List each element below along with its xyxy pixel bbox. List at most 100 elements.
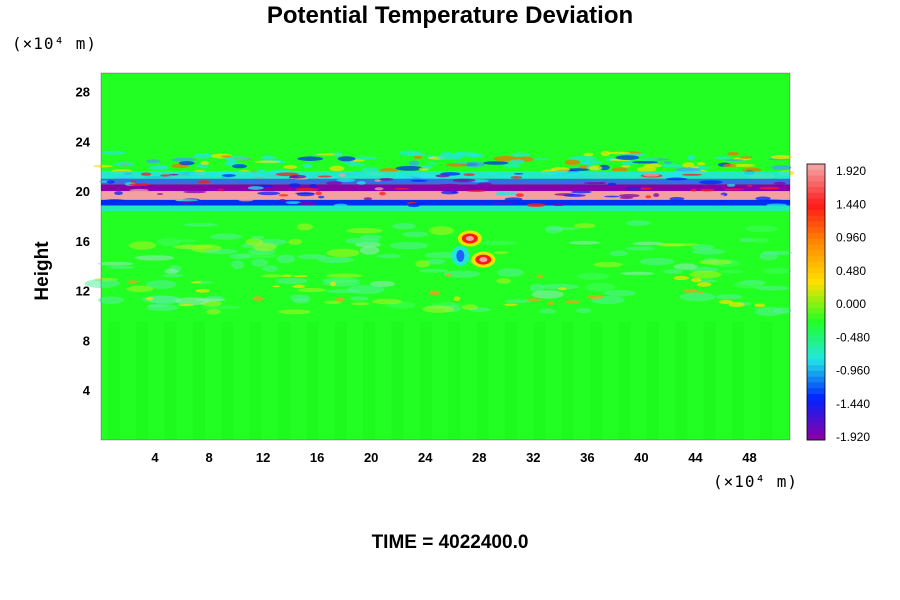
time-label: TIME = 4022400.0 bbox=[371, 532, 529, 553]
mid-layer-patch bbox=[546, 227, 580, 231]
band-texture bbox=[669, 196, 685, 201]
lower-texture bbox=[221, 321, 234, 440]
mid-layer-patch bbox=[156, 238, 181, 247]
mid-layer-speck bbox=[292, 284, 305, 289]
colorbar-step bbox=[807, 417, 825, 424]
mid-layer-patch bbox=[145, 280, 177, 289]
x-tick-label: 28 bbox=[472, 450, 486, 465]
mid-layer-patch bbox=[349, 296, 369, 301]
band-texture bbox=[653, 193, 660, 198]
mid-layer-patch bbox=[297, 287, 326, 293]
mid-layer-speck bbox=[445, 273, 452, 277]
colorbar-label: -0.960 bbox=[836, 364, 870, 378]
band-texture bbox=[699, 188, 715, 192]
band-texture bbox=[625, 186, 642, 191]
colorbar-step bbox=[807, 342, 825, 349]
band-texture bbox=[688, 192, 696, 195]
mid-layer-patch bbox=[389, 242, 428, 250]
band-texture bbox=[176, 199, 199, 202]
mid-layer-patch bbox=[164, 268, 179, 274]
mid-layer-speck bbox=[547, 301, 554, 306]
colorbar-step bbox=[807, 376, 825, 383]
band-texture bbox=[326, 181, 343, 185]
mid-layer-patch bbox=[210, 233, 242, 240]
colorbar-step bbox=[807, 359, 825, 366]
wave-band-patch bbox=[727, 151, 740, 156]
mid-layer-patch bbox=[346, 227, 383, 234]
mid-layer-patch bbox=[148, 295, 182, 304]
mid-layer-patch bbox=[176, 239, 197, 243]
mid-layer-patch bbox=[97, 296, 125, 304]
mid-layer-speck bbox=[178, 304, 194, 307]
wave-band-patch bbox=[146, 159, 161, 164]
wave-band-patch bbox=[342, 161, 358, 164]
colorbar-step bbox=[807, 405, 825, 412]
mid-layer-patch bbox=[201, 305, 241, 310]
mid-layer-patch bbox=[505, 299, 531, 303]
y-tick-label: 20 bbox=[76, 184, 90, 199]
mid-layer-patch bbox=[573, 223, 596, 229]
lower-texture bbox=[164, 321, 177, 440]
wave-band-patch bbox=[420, 165, 433, 169]
colorbar-step bbox=[807, 399, 825, 406]
cold-band-upper bbox=[101, 184, 790, 192]
colorbar-step bbox=[807, 284, 825, 291]
mid-layer-speck bbox=[525, 298, 544, 302]
lower-texture bbox=[334, 321, 347, 440]
colorbar-step bbox=[807, 198, 825, 205]
colorbar-step bbox=[807, 250, 825, 257]
band-texture bbox=[140, 172, 152, 176]
band-texture bbox=[315, 191, 322, 196]
band-texture bbox=[168, 173, 179, 176]
band-texture bbox=[618, 193, 640, 198]
y-tick-labels: 4 8 12 16 20 24 28 bbox=[76, 85, 91, 399]
wave-band-patch bbox=[714, 156, 732, 160]
colorbar-step bbox=[807, 204, 825, 211]
band-texture bbox=[526, 203, 546, 208]
mid-layer-patch bbox=[531, 290, 564, 299]
band-texture bbox=[681, 173, 702, 176]
mid-layer-patch bbox=[253, 243, 277, 252]
wave-band-patch bbox=[347, 163, 366, 167]
wave-band-patch bbox=[674, 167, 701, 172]
mid-layer-speck bbox=[145, 296, 154, 301]
wave-band-patch bbox=[193, 153, 213, 159]
y-tick-label: 8 bbox=[83, 333, 90, 348]
band-texture bbox=[491, 202, 515, 205]
mid-layer-speck bbox=[728, 302, 745, 308]
band-texture bbox=[333, 203, 348, 208]
band-texture bbox=[397, 172, 405, 177]
band-texture bbox=[570, 190, 592, 194]
wave-band-patch bbox=[395, 165, 424, 171]
mid-layer-patch bbox=[689, 270, 722, 279]
warm-band bbox=[101, 191, 790, 200]
wave-band-patch bbox=[636, 166, 657, 172]
colorbar-step bbox=[807, 365, 825, 372]
mid-layer-speck bbox=[329, 281, 337, 287]
cold-band-lower-edge bbox=[101, 205, 790, 212]
mid-layer-patch bbox=[287, 238, 303, 245]
anomaly-3 bbox=[451, 245, 470, 266]
colorbar-label: 0.480 bbox=[836, 264, 866, 278]
lower-texture bbox=[306, 321, 319, 440]
wave-band-patch bbox=[220, 155, 232, 158]
band-texture bbox=[441, 190, 459, 195]
colorbar-step bbox=[807, 422, 825, 429]
lower-texture bbox=[136, 321, 149, 440]
colorbar-step bbox=[807, 215, 825, 222]
mid-layer-speck bbox=[536, 274, 544, 279]
band-texture bbox=[583, 181, 603, 185]
band-texture bbox=[221, 174, 236, 177]
mid-layer-patch bbox=[231, 260, 244, 269]
colorbar-label: 0.000 bbox=[836, 297, 866, 311]
band-texture bbox=[394, 188, 410, 190]
mid-layer-speck bbox=[252, 296, 264, 301]
wave-band-patch bbox=[621, 165, 631, 168]
band-texture bbox=[247, 186, 264, 190]
mid-layer-speck bbox=[334, 297, 345, 302]
mid-layer-patch bbox=[663, 269, 683, 274]
band-texture bbox=[374, 179, 382, 182]
band-texture bbox=[408, 204, 420, 208]
band-texture bbox=[463, 173, 475, 177]
band-texture bbox=[604, 195, 620, 198]
